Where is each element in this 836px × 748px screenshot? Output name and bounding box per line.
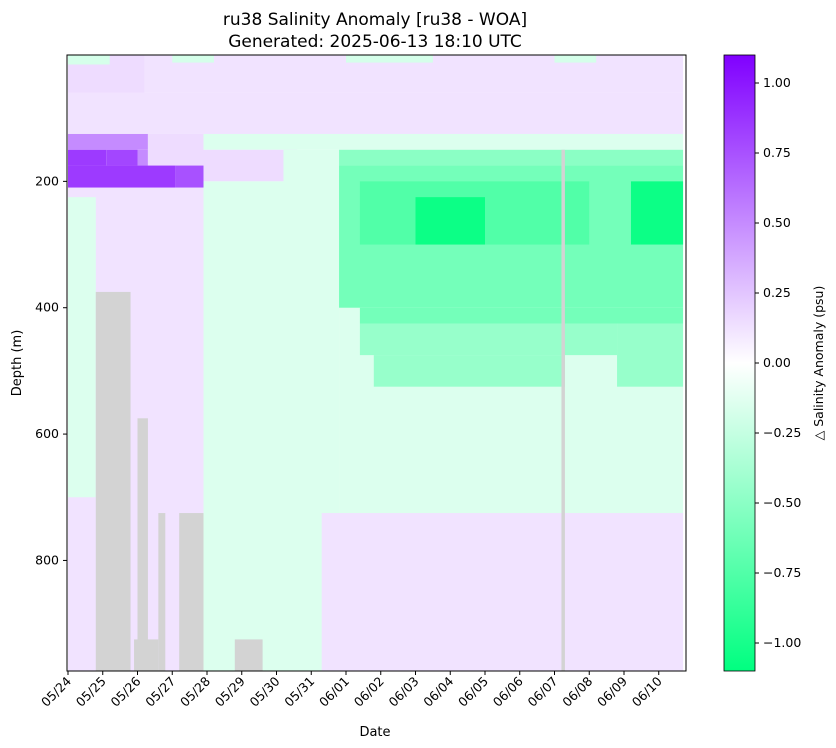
x-tick-label: 06/01 <box>316 674 352 710</box>
heatmap-cell <box>554 55 597 63</box>
heatmap-cell <box>68 133 148 150</box>
nodata-cell <box>179 513 204 671</box>
colorbar <box>723 54 756 672</box>
x-tick-label: 05/26 <box>108 673 144 709</box>
heatmap-cell <box>630 181 684 245</box>
heatmap-cell <box>68 55 110 65</box>
x-axis-ticks: 05/2405/2505/2605/2705/2805/2905/3005/31… <box>38 671 665 710</box>
x-tick-label: 05/27 <box>142 674 178 710</box>
heatmap-cell <box>106 149 138 166</box>
y-tick-label: 400 <box>35 300 59 315</box>
colorbar-tick-label: 0.75 <box>763 145 791 160</box>
y-tick-label: 200 <box>35 173 59 188</box>
x-axis-label: Date <box>359 725 390 740</box>
heatmap-cell <box>339 149 684 166</box>
heatmap-cell <box>137 149 148 166</box>
colorbar-tick-label: −0.75 <box>763 565 801 580</box>
colorbar-label: △ Salinity Anomaly (psu) <box>811 286 826 441</box>
x-tick-label: 06/08 <box>559 673 595 709</box>
x-tick-label: 06/09 <box>594 673 630 709</box>
heatmap-cell <box>147 133 204 166</box>
colorbar-tick-label: 1.00 <box>763 75 791 90</box>
heatmap-cell <box>359 307 684 324</box>
colorbar-ticks: 1.00 0.75 0.50 0.25 0.00 −0.25 −0.50 −0.75 −1.00 <box>755 75 801 650</box>
nodata-cell <box>134 639 159 671</box>
x-tick-label: 06/10 <box>629 673 665 709</box>
x-tick-label: 05/30 <box>247 673 283 709</box>
heatmap-cell <box>172 55 214 63</box>
chart-subtitle: Generated: 2025-06-13 18:10 UTC <box>228 32 522 52</box>
colorbar-tick-label: −0.25 <box>763 425 801 440</box>
heatmap-cells <box>68 55 684 671</box>
x-tick-label: 06/03 <box>386 674 422 710</box>
colorbar-tick-label: 0.50 <box>763 215 791 230</box>
heatmap-cell <box>68 165 176 188</box>
heatmap-cell <box>68 149 107 166</box>
heatmap-cell <box>203 133 684 150</box>
heatmap-cell <box>359 323 618 356</box>
heatmap-cell <box>68 197 96 498</box>
heatmap-cell <box>175 165 204 188</box>
y-axis-label: Depth (m) <box>10 330 25 397</box>
x-tick-label: 06/05 <box>455 674 491 710</box>
x-tick-label: 05/28 <box>177 673 213 709</box>
heatmap-cell <box>617 323 684 387</box>
colorbar-tick-label: 0.25 <box>763 285 791 300</box>
nodata-cell <box>158 513 166 671</box>
x-tick-label: 05/24 <box>38 673 74 709</box>
nodata-cell <box>234 639 263 671</box>
nodata-cell <box>561 149 565 671</box>
chart-title: ru38 Salinity Anomaly [ru38 - WOA] <box>223 10 527 30</box>
heatmap-cell <box>203 149 298 182</box>
y-axis-ticks: 200 400 600 800 <box>35 173 67 567</box>
colorbar-tick-label: −1.00 <box>763 635 801 650</box>
heatmap-cell <box>415 197 485 245</box>
x-tick-label: 06/02 <box>351 674 387 710</box>
y-tick-label: 600 <box>35 426 59 441</box>
x-tick-label: 05/25 <box>73 674 109 710</box>
x-tick-label: 06/04 <box>420 673 456 709</box>
colorbar-tick-label: 0.00 <box>763 355 791 370</box>
heatmap-cell <box>321 513 684 671</box>
x-tick-label: 06/06 <box>490 673 526 709</box>
x-tick-label: 05/31 <box>281 674 317 710</box>
colorbar-tick-label: −0.50 <box>763 495 801 510</box>
y-tick-label: 800 <box>35 552 59 567</box>
heatmap-cell <box>346 55 433 63</box>
plot-frame <box>66 54 687 672</box>
x-tick-label: 05/29 <box>212 673 248 709</box>
heatmap-cell <box>373 355 565 387</box>
x-tick-label: 06/07 <box>525 674 561 710</box>
heatmap-cell <box>68 92 684 134</box>
nodata-cell <box>137 418 148 671</box>
nodata-cell <box>95 291 131 671</box>
